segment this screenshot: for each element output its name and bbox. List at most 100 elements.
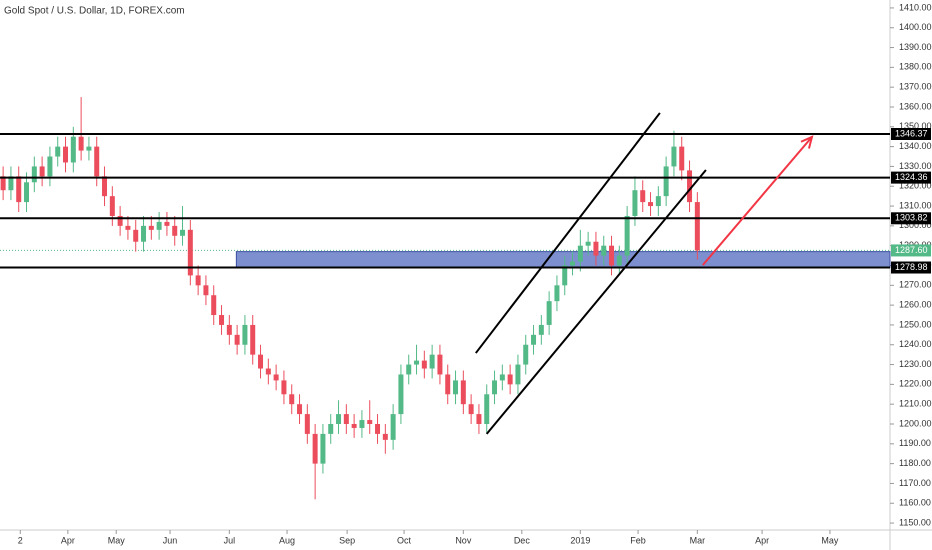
x-tick-label: Oct	[397, 535, 412, 545]
candle-body	[492, 380, 498, 395]
candle-body	[180, 229, 186, 236]
candle-body	[78, 136, 84, 151]
x-tick-label: Aug	[279, 535, 295, 545]
candle-body	[242, 324, 248, 345]
candle-body	[538, 324, 544, 335]
candle-body	[297, 404, 303, 415]
candle-body	[585, 241, 591, 246]
candle-body	[562, 265, 568, 286]
candle-body	[367, 420, 373, 424]
candle-body	[16, 176, 22, 203]
y-tick-label: 1300.00	[899, 220, 932, 230]
candle-body	[546, 301, 552, 325]
candle-body	[281, 380, 287, 395]
candle-body	[577, 245, 583, 262]
support-zone	[235, 251, 891, 268]
candle-body	[24, 182, 30, 203]
y-tick-label: 1370.00	[899, 82, 932, 92]
level-tag	[891, 127, 931, 140]
candle-body	[460, 380, 466, 405]
x-tick-label: Apr	[61, 535, 75, 545]
x-tick-label: Dec	[514, 535, 531, 545]
x-tick-label: Apr	[755, 535, 769, 545]
candle-body	[398, 374, 404, 415]
y-tick-label: 1240.00	[899, 339, 932, 349]
candle-body	[164, 221, 170, 226]
candle-body	[484, 394, 490, 424]
y-tick-label: 1170.00	[899, 478, 931, 488]
candle-body	[336, 414, 342, 424]
chart-title: Gold Spot / U.S. Dollar, 1D, FOREX.com	[4, 6, 185, 17]
candle-body	[70, 136, 76, 163]
candle-body	[47, 156, 53, 177]
candle-body	[429, 354, 435, 369]
candle-body	[258, 354, 264, 369]
y-tick-label: 1160.00	[899, 498, 931, 508]
level-label: 1346.37	[895, 128, 928, 138]
candle-body	[320, 433, 326, 464]
candle-body	[531, 334, 537, 345]
candle-body	[273, 374, 279, 381]
candle-body	[523, 344, 529, 365]
candle-body	[414, 360, 420, 365]
candle-body	[390, 414, 396, 440]
arrow-head	[800, 135, 814, 149]
level-tag	[891, 171, 931, 184]
y-tick-label: 1230.00	[899, 359, 932, 369]
candle-body	[437, 354, 443, 375]
candle-body	[156, 221, 162, 230]
y-tick-label: 1310.00	[899, 200, 932, 210]
last-price-label: 1287.60	[895, 245, 928, 255]
candle-body	[31, 166, 37, 183]
candle-body	[624, 215, 630, 256]
forecast-arrow	[702, 136, 813, 266]
candle-body	[39, 166, 45, 177]
level-tag	[891, 261, 931, 274]
candle-body	[141, 225, 147, 242]
candle-body	[63, 146, 69, 163]
candle-body	[570, 261, 576, 266]
x-tick-label: Sep	[339, 535, 355, 545]
candle-body	[648, 202, 654, 207]
y-tick-label: 1350.00	[899, 121, 932, 131]
y-tick-label: 1210.00	[899, 399, 932, 409]
level-tag	[891, 212, 931, 225]
candle-body	[632, 190, 638, 216]
candle-body	[211, 295, 217, 316]
y-tick-label: 1150.00	[899, 517, 931, 527]
candle-body	[312, 433, 318, 464]
candle-body	[55, 146, 61, 157]
candle-body	[694, 202, 700, 251]
candle-body	[234, 334, 240, 345]
y-tick-label: 1340.00	[899, 141, 932, 151]
candle-body	[406, 364, 412, 375]
candle-body	[343, 414, 349, 424]
y-tick-label: 1320.00	[899, 181, 932, 191]
channel-line	[475, 112, 661, 354]
x-tick-label: Jun	[163, 535, 178, 545]
candle-body	[663, 166, 669, 197]
y-tick-label: 1270.00	[899, 280, 932, 290]
candle-body	[375, 424, 381, 434]
y-tick-label: 1200.00	[899, 418, 932, 428]
x-tick-label: May	[821, 535, 839, 545]
channel-line	[485, 169, 707, 435]
candle-body	[226, 324, 232, 335]
x-tick-label: Feb	[630, 535, 646, 545]
candle-body	[8, 176, 14, 191]
level-label: 1303.82	[895, 213, 928, 223]
candle-body	[289, 394, 295, 405]
candle-body	[219, 315, 225, 325]
candle-body	[86, 146, 92, 151]
y-tick-label: 1400.00	[899, 22, 932, 32]
candle-body	[102, 176, 108, 197]
candle-body	[616, 255, 622, 266]
candle-body	[109, 196, 115, 216]
candle-body	[0, 176, 6, 191]
candle-body	[453, 380, 459, 395]
candle-body	[445, 374, 451, 395]
candle-body	[187, 229, 193, 276]
x-tick-label: May	[108, 535, 126, 545]
